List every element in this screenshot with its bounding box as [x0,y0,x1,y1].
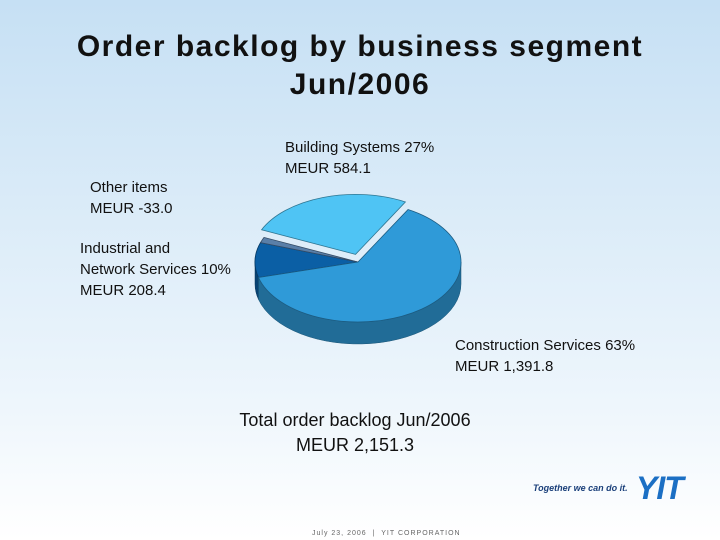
logo: YIT [636,470,684,506]
value-label: MEUR -33.0 [90,200,173,217]
footer-date: July 23, 2006 [312,530,367,537]
value-label: MEUR 1,391.8 [455,358,554,375]
percent-label: 10% [200,261,231,278]
slice-label: Building Systems 27% MEUR 584.1 [285,137,434,179]
total-value: MEUR 2,151.3 [295,435,415,455]
chart-subtitle: Jun/2006 [289,68,431,101]
label-line: Industrial and Network Services 10% [80,238,231,280]
slice-label: Other items MEUR -33.0 [90,177,173,219]
slice [260,194,407,255]
chart-title: Order backlog by business segment [76,30,644,63]
label-line: Other items [90,177,173,198]
category-name: Other items [90,179,168,196]
percent-label: 27% [404,139,435,156]
slice-label: Construction Services 63% MEUR 1,391.8 [455,335,635,377]
slogan: Together we can do it. [533,483,628,493]
footer-company: YIT CORPORATION [381,530,461,537]
slice [259,236,359,263]
value-label: MEUR 208.4 [80,282,166,299]
percent-label: 63% [605,337,636,354]
value-label: MEUR 584.1 [285,160,371,177]
category-name: Construction Services [455,337,601,354]
slice [257,209,462,323]
category-name: Industrial and Network Services [80,240,197,278]
total-text: Total order backlog Jun/2006 [239,410,471,430]
slice-label: Industrial and Network Services 10% MEUR … [80,238,231,301]
category-name: Building Systems [285,139,401,156]
label-line: Construction Services 63% [455,335,635,356]
footer: July 23, 2006 | YIT CORPORATION [312,530,461,537]
total-block: Total order backlog Jun/2006 MEUR 2,151.… [155,408,555,458]
label-line: Building Systems 27% [285,137,434,158]
